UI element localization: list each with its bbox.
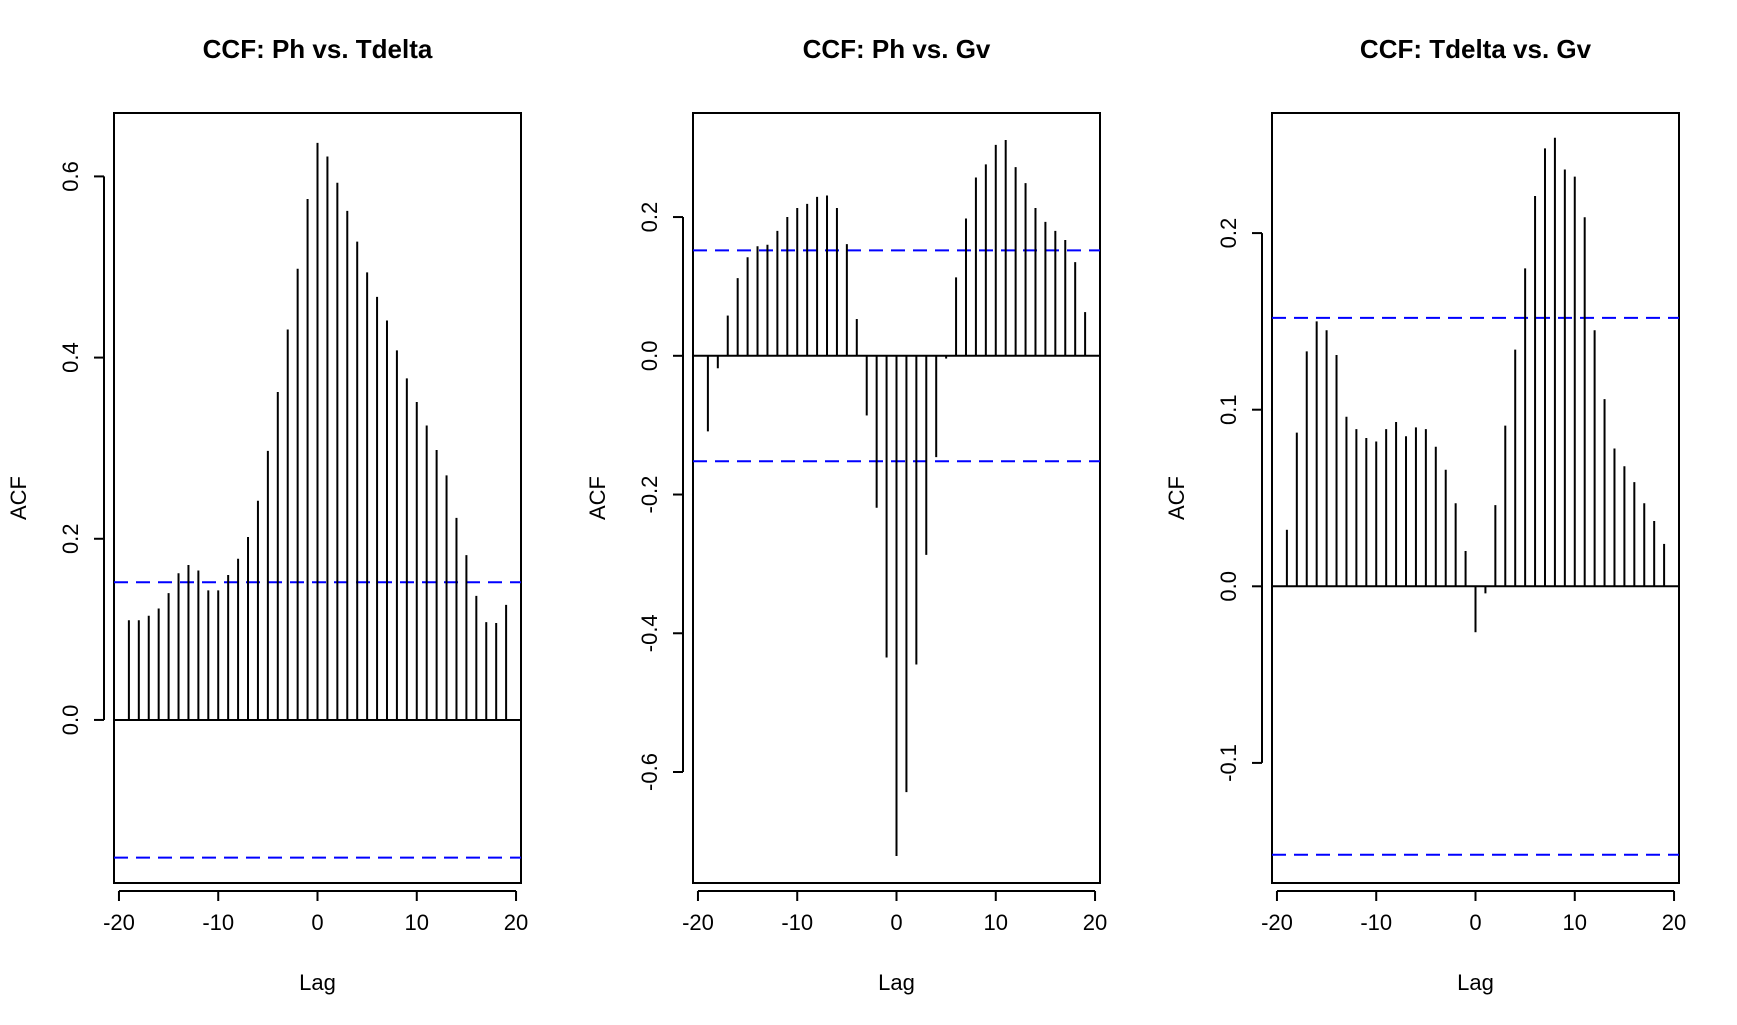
y-tick-label: -0.1: [1216, 744, 1241, 782]
x-tick-label: 10: [984, 910, 1008, 935]
chart-title: CCF: Tdelta vs. Gv: [1360, 34, 1592, 64]
x-axis-label: Lag: [1457, 970, 1494, 995]
ccf-chart-ph-tdelta: CCF: Ph vs. Tdelta Lag ACF -20 -10 0 10 20 0.0 0.…: [6, 34, 528, 995]
x-tick-label: 0: [1469, 910, 1481, 935]
x-tick-label: -10: [202, 910, 234, 935]
y-tick-label: 0.2: [58, 523, 83, 554]
plot-frame: [113, 112, 522, 884]
x-tick-label: -20: [103, 910, 135, 935]
y-tick-label: 0.2: [637, 202, 662, 233]
y-tick-label: 0.6: [58, 161, 83, 192]
plot-frame: [1271, 112, 1680, 884]
x-tick-label: 20: [1662, 910, 1686, 935]
y-tick-label: 0.2: [1216, 218, 1241, 249]
y-axis-label: ACF: [6, 476, 31, 520]
x-tick-label: -10: [781, 910, 813, 935]
x-axis-label: Lag: [299, 970, 336, 995]
y-axis-label: ACF: [585, 476, 610, 520]
y-tick-label: -0.2: [637, 476, 662, 514]
chart-title: CCF: Ph vs. Gv: [803, 34, 991, 64]
chart-title: CCF: Ph vs. Tdelta: [203, 34, 433, 64]
y-tick-label: -0.6: [637, 753, 662, 791]
y-tick-label: 0.4: [58, 342, 83, 373]
y-tick-label: 0.0: [58, 705, 83, 736]
x-tick-label: -20: [682, 910, 714, 935]
y-tick-label: -0.4: [637, 614, 662, 652]
x-tick-label: 20: [504, 910, 528, 935]
ccf-chart-tdelta-gv: CCF: Tdelta vs. Gv Lag ACF -20 -10 0 10 20 -0.1 0…: [1164, 34, 1686, 995]
x-tick-label: -10: [1360, 910, 1392, 935]
x-axis-label: Lag: [878, 970, 915, 995]
x-tick-label: 10: [1563, 910, 1587, 935]
ccf-chart-ph-gv: CCF: Ph vs. Gv Lag ACF -20 -10 0 10 20 -0.6 -0.4 -…: [585, 34, 1107, 995]
y-tick-label: 0.0: [1216, 571, 1241, 602]
x-tick-label: 0: [890, 910, 902, 935]
x-tick-label: 10: [405, 910, 429, 935]
ccf-panel-tdelta-gv: CCF: Tdelta vs. Gv Lag ACF -20 -10 0 10 20 -0.1 0…: [1158, 0, 1737, 1025]
ccf-panel-ph-gv: CCF: Ph vs. Gv Lag ACF -20 -10 0 10 20 -0.6 -0.4 -…: [579, 0, 1158, 1025]
y-tick-label: 0.1: [1216, 394, 1241, 425]
y-axis-label: ACF: [1164, 476, 1189, 520]
ccf-panel-ph-tdelta: CCF: Ph vs. Tdelta Lag ACF -20 -10 0 10 20 0.0 0.…: [0, 0, 579, 1025]
x-tick-label: 0: [311, 910, 323, 935]
x-tick-label: 20: [1083, 910, 1107, 935]
y-tick-label: 0.0: [637, 340, 662, 371]
plot-frame: [692, 112, 1101, 884]
x-tick-label: -20: [1261, 910, 1293, 935]
